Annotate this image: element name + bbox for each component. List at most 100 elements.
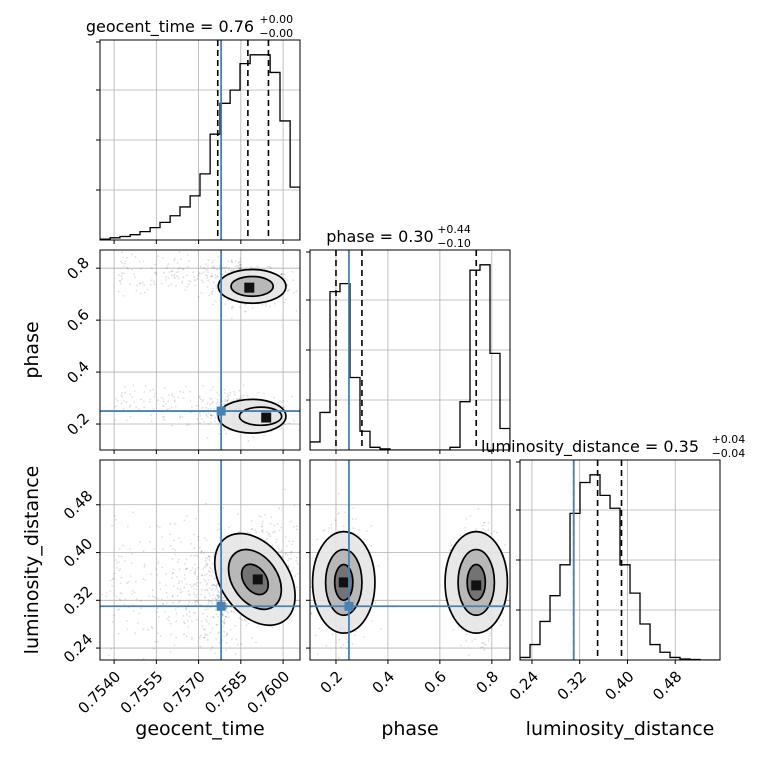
sample-point-2261: [129, 575, 132, 578]
sample-point-2158: [144, 563, 146, 566]
sample-point-1443: [211, 569, 214, 572]
sample-point-910: [186, 274, 189, 277]
sample-point-2195: [125, 619, 128, 622]
sample-point-1412: [228, 526, 231, 529]
sample-point-450: [209, 414, 212, 417]
sample-point-1025: [201, 406, 204, 409]
sample-point-127: [211, 287, 214, 290]
sample-point-2214: [156, 611, 159, 614]
sample-point-2308: [197, 539, 200, 541]
sample-point-287: [305, 305, 307, 307]
sample-point-799: [153, 283, 156, 285]
sample-point-1967: [142, 628, 145, 631]
sample-point-915: [153, 263, 156, 266]
sample-point-1670: [237, 513, 239, 516]
sample-point-2109: [208, 623, 210, 625]
sample-point-855: [135, 289, 138, 292]
sample-point-907: [215, 284, 218, 287]
sample-point-2613: [323, 529, 326, 531]
sample-point-588: [218, 432, 221, 435]
sample-point-2247: [93, 590, 95, 592]
sample-point-1431: [245, 624, 248, 627]
sample-point-2494: [310, 612, 313, 614]
sample-point-1655: [217, 615, 219, 618]
sample-point-2288: [149, 540, 151, 543]
sample-point-1783: [271, 626, 274, 629]
sample-point-1868: [211, 563, 214, 565]
sample-point-1711: [280, 550, 283, 553]
sample-point-1879: [289, 552, 292, 555]
sample-point-1851: [260, 515, 262, 518]
sample-point-504: [279, 400, 281, 402]
sample-point-2766: [354, 518, 357, 520]
contour-line-1200: [238, 406, 283, 427]
sample-point-2121: [203, 574, 206, 577]
y-tick-label-1217: 0.8: [63, 254, 93, 284]
sample-point-3436: [489, 632, 492, 635]
sample-point-217: [280, 273, 283, 276]
sample-point-2099: [96, 586, 98, 588]
sample-point-2936: [480, 646, 483, 648]
sample-point-882: [232, 269, 234, 272]
sample-point-1168: [184, 385, 187, 388]
sample-point-1785: [295, 586, 298, 589]
sample-point-2319: [185, 558, 188, 561]
sample-point-973: [149, 398, 152, 401]
sample-point-1557: [210, 648, 212, 651]
sample-point-378: [269, 266, 272, 269]
contour-line-3475: [324, 548, 363, 617]
sample-point-787: [126, 266, 128, 269]
sample-point-759: [140, 267, 142, 270]
sample-point-2294: [169, 533, 172, 536]
sample-point-1001: [207, 408, 210, 411]
sample-point-865: [239, 265, 242, 268]
sample-point-940: [197, 274, 200, 277]
sample-point-2528: [377, 565, 380, 567]
sample-point-2927: [488, 521, 490, 524]
sample-point-1315: [264, 513, 267, 516]
sample-point-1440: [276, 538, 278, 541]
sample-point-508: [235, 397, 238, 400]
sample-point-896: [121, 262, 124, 264]
sample-point-962: [214, 273, 217, 276]
sample-point-2196: [165, 584, 167, 587]
sample-point-2095: [171, 572, 174, 574]
sample-point-1895: [112, 614, 115, 617]
sample-point-2066: [142, 657, 145, 660]
sample-point-1337: [218, 600, 221, 602]
sample-point-900: [212, 259, 215, 262]
sample-point-2108: [216, 588, 219, 591]
sample-point-898: [224, 267, 226, 270]
sample-point-131: [280, 273, 283, 276]
sample-point-2268: [152, 595, 154, 598]
sample-point-2135: [96, 533, 98, 535]
sample-point-386: [264, 303, 267, 305]
sample-point-1923: [98, 597, 100, 599]
sample-point-1031: [160, 396, 163, 399]
sample-point-573: [207, 415, 209, 418]
sample-point-1914: [176, 587, 179, 590]
sample-point-923: [194, 278, 196, 281]
sample-point-1774: [226, 632, 229, 635]
sample-point-1490: [212, 597, 214, 600]
truth-marker-3482: [344, 601, 354, 611]
sample-point-1930: [207, 570, 210, 573]
sample-point-726: [217, 422, 220, 425]
sample-point-1331: [261, 522, 264, 525]
sample-point-777: [117, 290, 120, 293]
sample-point-1752: [206, 639, 209, 641]
sample-point-1172: [129, 393, 131, 396]
sample-point-871: [186, 285, 189, 288]
sample-point-2248: [215, 613, 218, 616]
sample-point-335: [194, 284, 196, 287]
axis-label-luminosity_distance-3500: luminosity_distance: [21, 466, 43, 655]
sample-point-1074: [150, 414, 153, 416]
sample-point-2088: [169, 522, 172, 525]
sample-point-2029: [195, 554, 197, 557]
panel-title-49: phase = 0.30: [326, 227, 433, 246]
sample-point-1363: [207, 578, 210, 581]
sample-point-2287: [164, 670, 166, 672]
sample-point-2139: [124, 559, 126, 562]
sample-point-109: [245, 310, 247, 313]
sample-point-909: [221, 267, 224, 269]
